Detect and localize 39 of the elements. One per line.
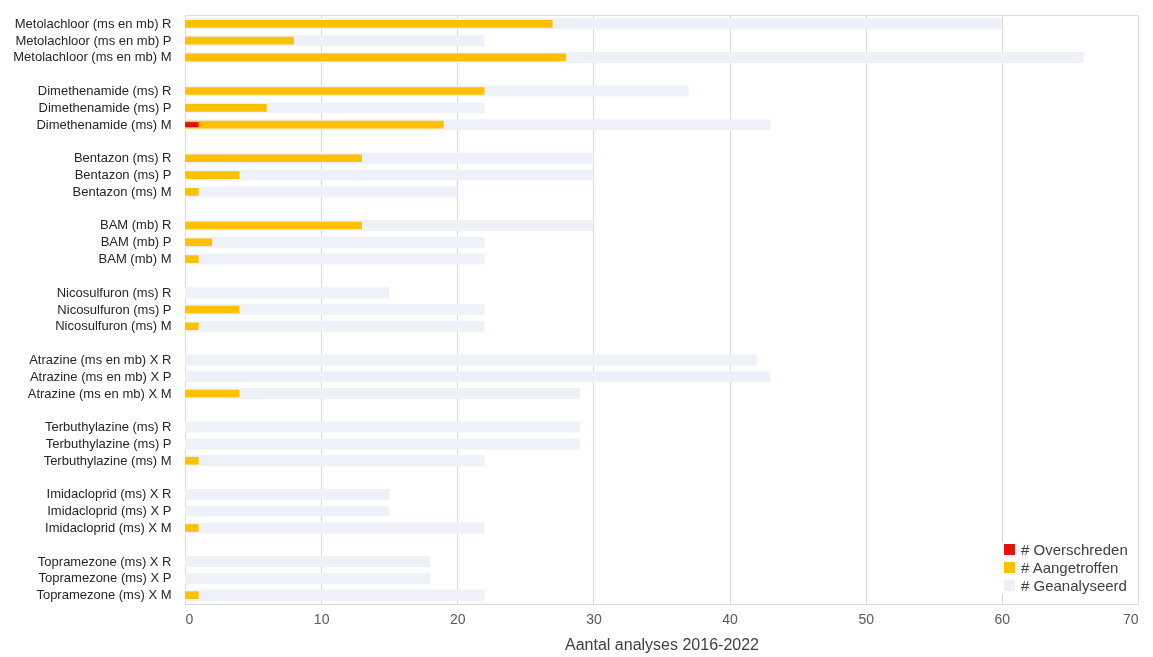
y-tick-label: Terbuthylazine (ms) P <box>45 435 172 451</box>
y-tick-label: Dimethenamide (ms) M <box>36 116 172 132</box>
y-tick-label: Nicosulfuron (ms) P <box>57 301 172 317</box>
y-tick-label: Metolachloor (ms en mb) P <box>15 32 172 48</box>
y-tick-label: Bentazon (ms) R <box>73 150 172 166</box>
x-tick-label: 20 <box>450 610 466 627</box>
y-tick-label: Atrazine (ms en mb) X M <box>27 385 172 401</box>
x-tick-label: 50 <box>858 610 875 627</box>
y-tick-label: Terbuthylazine (ms) M <box>43 452 172 468</box>
x-tick-label: 60 <box>994 610 1011 627</box>
y-tick-label: Imidacloprid (ms) X R <box>46 486 172 502</box>
y-tick-label: Dimethenamide (ms) P <box>38 99 172 115</box>
y-tick-label: Metolachloor (ms en mb) R <box>14 15 172 31</box>
x-tick-label: 10 <box>313 610 330 627</box>
y-tick-label: Metolachloor (ms en mb) M <box>13 49 172 65</box>
legend-label: # Overschreden <box>1021 540 1128 558</box>
y-tick-label: Nicosulfuron (ms) R <box>56 284 172 300</box>
y-tick-label: Imidacloprid (ms) X M <box>45 519 172 535</box>
x-axis-title: Aantal analyses 2016-2022 <box>565 635 760 653</box>
x-tick-label: 0 <box>185 610 194 627</box>
legend-label: # Geanalyseerd <box>1021 576 1127 594</box>
y-tick-label: Bentazon (ms) P <box>74 167 172 183</box>
y-tick-label: Bentazon (ms) M <box>72 183 172 199</box>
y-tick-label: Atrazine (ms en mb) X P <box>29 368 172 384</box>
y-tick-label: Imidacloprid (ms) X P <box>47 503 172 519</box>
x-tick-label: 40 <box>722 610 739 627</box>
y-tick-label: BAM (mb) R <box>100 217 172 233</box>
y-tick-label: Dimethenamide (ms) R <box>37 83 172 99</box>
y-tick-label: BAM (mb) M <box>98 251 172 267</box>
x-tick-label: 30 <box>586 610 602 627</box>
y-tick-label: Nicosulfuron (ms) M <box>55 318 172 334</box>
y-tick-label: Topramezone (ms) X R <box>37 553 172 569</box>
y-tick-label: Topramezone (ms) X M <box>36 587 172 603</box>
y-tick-label: Atrazine (ms en mb) X R <box>29 351 172 367</box>
x-tick-label: 70 <box>1122 610 1139 627</box>
y-tick-label: Terbuthylazine (ms) R <box>45 419 172 435</box>
y-tick-label: BAM (mb) P <box>100 234 172 250</box>
legend-label: # Aangetroffen <box>1021 558 1119 576</box>
y-tick-label: Topramezone (ms) X P <box>38 570 172 586</box>
